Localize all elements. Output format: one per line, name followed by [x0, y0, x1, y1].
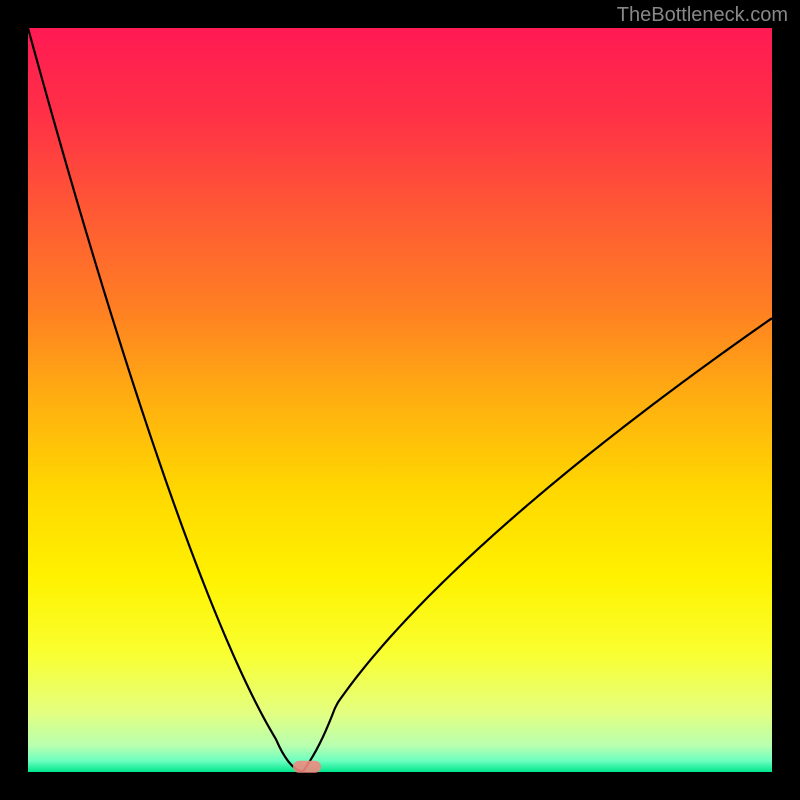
vertex-marker — [293, 761, 321, 773]
watermark-text: TheBottleneck.com — [617, 4, 788, 27]
chart-canvas — [0, 0, 800, 800]
